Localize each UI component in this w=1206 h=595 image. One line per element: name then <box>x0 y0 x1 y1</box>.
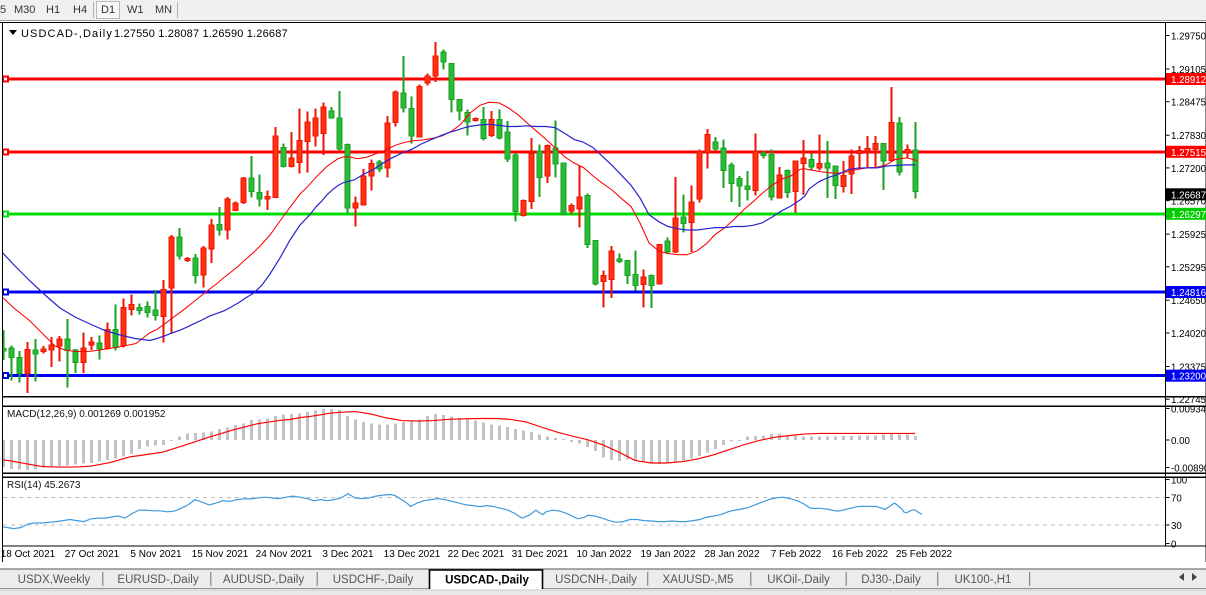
svg-text:30: 30 <box>1171 521 1182 532</box>
svg-text:5 Nov 2021: 5 Nov 2021 <box>130 549 182 560</box>
svg-text:EURUSD-,Daily: EURUSD-,Daily <box>117 574 198 586</box>
svg-text:H4: H4 <box>73 4 87 16</box>
svg-text:H1: H1 <box>46 4 60 16</box>
svg-text:MN: MN <box>155 4 172 16</box>
svg-text:1.25295: 1.25295 <box>1171 263 1206 274</box>
svg-text:24 Nov 2021: 24 Nov 2021 <box>256 549 313 560</box>
svg-text:100: 100 <box>1171 476 1188 487</box>
svg-text:AUDUSD-,Daily: AUDUSD-,Daily <box>223 574 304 586</box>
svg-text:16 Feb 2022: 16 Feb 2022 <box>832 549 889 560</box>
svg-text:RSI(14) 45.2673: RSI(14) 45.2673 <box>7 480 81 491</box>
svg-text:1.23375: 1.23375 <box>1171 363 1206 374</box>
svg-text:1.27515: 1.27515 <box>1171 148 1206 159</box>
svg-text:USDCAD-,Daily: USDCAD-,Daily <box>21 28 113 40</box>
svg-text:1.24816: 1.24816 <box>1171 288 1206 299</box>
svg-text:22 Dec 2021: 22 Dec 2021 <box>448 549 505 560</box>
svg-text:1.24650: 1.24650 <box>1171 296 1206 307</box>
svg-text:1.25925: 1.25925 <box>1171 230 1206 241</box>
svg-text:10 Jan 2022: 10 Jan 2022 <box>576 549 631 560</box>
svg-text:1.27200: 1.27200 <box>1171 164 1206 175</box>
svg-text:1.26687: 1.26687 <box>1171 190 1206 201</box>
svg-text:1.29750: 1.29750 <box>1171 32 1206 43</box>
svg-text:W1: W1 <box>127 4 144 16</box>
svg-text:0.009345: 0.009345 <box>1171 405 1206 416</box>
svg-text:1.28475: 1.28475 <box>1171 98 1206 109</box>
svg-text:USDCHF-,Daily: USDCHF-,Daily <box>333 574 414 586</box>
svg-text:1.26297: 1.26297 <box>1171 210 1206 221</box>
svg-text:1.23200: 1.23200 <box>1171 372 1206 383</box>
svg-text:UKOil-,Daily: UKOil-,Daily <box>767 574 830 586</box>
svg-text:15 Nov 2021: 15 Nov 2021 <box>192 549 249 560</box>
svg-text:1.27550 1.28087 1.26590 1.2668: 1.27550 1.28087 1.26590 1.26687 <box>114 28 288 40</box>
svg-text:28 Jan 2022: 28 Jan 2022 <box>704 549 759 560</box>
svg-text:0: 0 <box>1171 540 1177 551</box>
svg-text:70: 70 <box>1171 494 1182 505</box>
svg-text:31 Dec 2021: 31 Dec 2021 <box>512 549 569 560</box>
svg-text:25 Feb 2022: 25 Feb 2022 <box>896 549 953 560</box>
svg-text:3 Dec 2021: 3 Dec 2021 <box>322 549 374 560</box>
svg-text:27 Oct 2021: 27 Oct 2021 <box>65 549 120 560</box>
svg-text:1.29105: 1.29105 <box>1171 65 1206 76</box>
svg-text:USDCNH-,Daily: USDCNH-,Daily <box>555 574 637 586</box>
svg-text:DJ30-,Daily: DJ30-,Daily <box>861 574 921 586</box>
svg-text:5: 5 <box>0 4 6 16</box>
svg-text:19 Jan 2022: 19 Jan 2022 <box>640 549 695 560</box>
svg-text:M30: M30 <box>14 4 35 16</box>
svg-text:1.22745: 1.22745 <box>1171 395 1206 406</box>
svg-text:13 Dec 2021: 13 Dec 2021 <box>384 549 441 560</box>
svg-text:MACD(12,26,9) 0.001269 0.00195: MACD(12,26,9) 0.001269 0.001952 <box>7 409 166 420</box>
svg-text:USDX,Weekly: USDX,Weekly <box>18 574 91 586</box>
svg-text:1.26570: 1.26570 <box>1171 197 1206 208</box>
svg-text:1.24020: 1.24020 <box>1171 329 1206 340</box>
svg-text:7 Feb 2022: 7 Feb 2022 <box>771 549 822 560</box>
svg-text:USDCAD-,Daily: USDCAD-,Daily <box>445 575 529 587</box>
svg-text:D1: D1 <box>101 4 115 16</box>
svg-text:-0.008903: -0.008903 <box>1171 464 1206 475</box>
svg-text:UK100-,H1: UK100-,H1 <box>955 574 1012 586</box>
svg-text:1.27830: 1.27830 <box>1171 131 1206 142</box>
svg-text:0.00: 0.00 <box>1171 436 1190 447</box>
svg-text:18 Oct 2021: 18 Oct 2021 <box>1 549 56 560</box>
svg-text:1.28912: 1.28912 <box>1171 75 1206 86</box>
svg-text:XAUUSD-,M5: XAUUSD-,M5 <box>663 574 734 586</box>
